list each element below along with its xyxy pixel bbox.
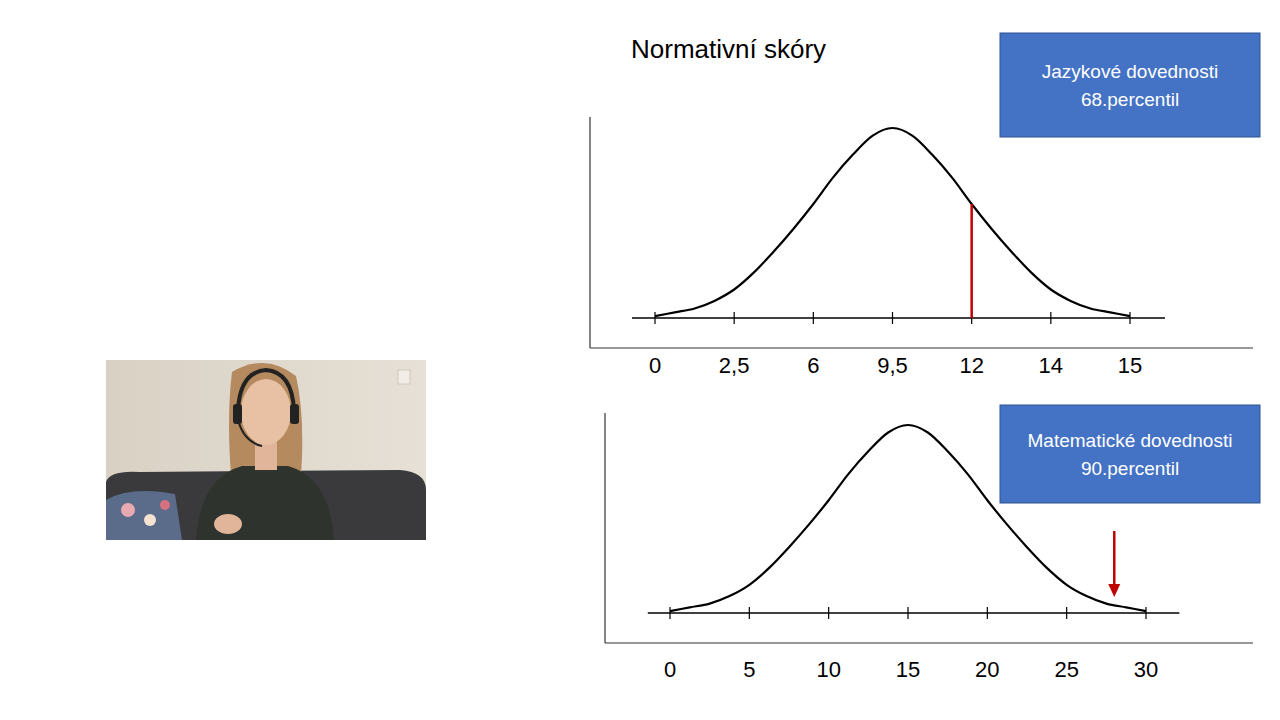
x-tick-label: 25 — [1054, 657, 1078, 682]
info-box-text: 90.percentil — [1081, 458, 1179, 479]
hand — [214, 514, 242, 534]
info-box-text: 68.percentil — [1081, 89, 1179, 110]
x-tick-label: 14 — [1039, 353, 1063, 378]
pillow — [106, 491, 182, 540]
background — [0, 0, 1280, 720]
pillow-flower — [160, 500, 170, 510]
x-tick-label: 15 — [896, 657, 920, 682]
info-box-text: Matematické dovednosti — [1028, 430, 1233, 451]
x-tick — [1050, 312, 1051, 324]
webcam-image — [106, 360, 426, 540]
frame-bottom-line — [590, 347, 1253, 348]
x-tick — [749, 607, 750, 619]
headset-ear — [290, 404, 299, 424]
x-tick — [907, 607, 908, 619]
x-tick — [892, 312, 893, 324]
info-box-text: Jazykové dovednosti — [1042, 61, 1218, 82]
y-axis-line — [589, 117, 590, 348]
x-tick-label: 10 — [816, 657, 840, 682]
score-line — [970, 204, 973, 318]
x-tick — [654, 312, 655, 324]
pillow-flower — [144, 514, 156, 526]
chart-language: 0 2,5 6 9,5 12 14 15 Jazykové dovednosti 68.perc… — [590, 33, 1260, 378]
y-axis-line — [604, 413, 605, 643]
x-tick-label: 12 — [959, 353, 983, 378]
headset-mic — [238, 420, 262, 446]
x-tick — [813, 312, 814, 324]
x-tick-label: 6 — [807, 353, 819, 378]
frame-bottom-line — [605, 642, 1253, 643]
x-tick-label: 15 — [1118, 353, 1142, 378]
x-tick — [828, 607, 829, 619]
x-axis-line — [648, 612, 1180, 614]
x-tick-label: 0 — [664, 657, 676, 682]
normal-curve — [655, 128, 1130, 316]
pillow-flower — [121, 503, 135, 517]
face — [241, 379, 291, 445]
score-arrow — [1108, 531, 1120, 597]
headset — [238, 370, 294, 410]
x-tick — [669, 607, 670, 619]
x-tick — [1129, 312, 1130, 324]
info-box — [1000, 33, 1260, 137]
x-tick-label: 9,5 — [877, 353, 908, 378]
x-tick-label: 0 — [649, 353, 661, 378]
chart-math: 0 5 10 15 20 25 30 Matematické dovednosti 90.per… — [605, 405, 1260, 682]
x-tick-label: 30 — [1134, 657, 1158, 682]
x-tick-label: 5 — [743, 657, 755, 682]
title: Normativní skóry — [631, 34, 826, 64]
sweater — [196, 466, 334, 540]
plot-area — [655, 128, 1130, 318]
switch — [398, 370, 410, 384]
x-tick-label: 20 — [975, 657, 999, 682]
score-arrow-head — [1108, 584, 1120, 597]
x-tick — [734, 312, 735, 324]
x-tick — [1066, 607, 1067, 619]
info-box — [1000, 405, 1260, 503]
x-axis-line — [632, 317, 1165, 319]
x-tick — [1145, 607, 1146, 619]
wall — [106, 360, 426, 540]
slide: Normativní skóry 0 2,5 6 9,5 12 14 15 Jazykové d… — [0, 0, 1280, 720]
score-arrow-shaft — [1113, 531, 1116, 586]
x-tick-label: 2,5 — [719, 353, 750, 378]
x-tick — [987, 607, 988, 619]
